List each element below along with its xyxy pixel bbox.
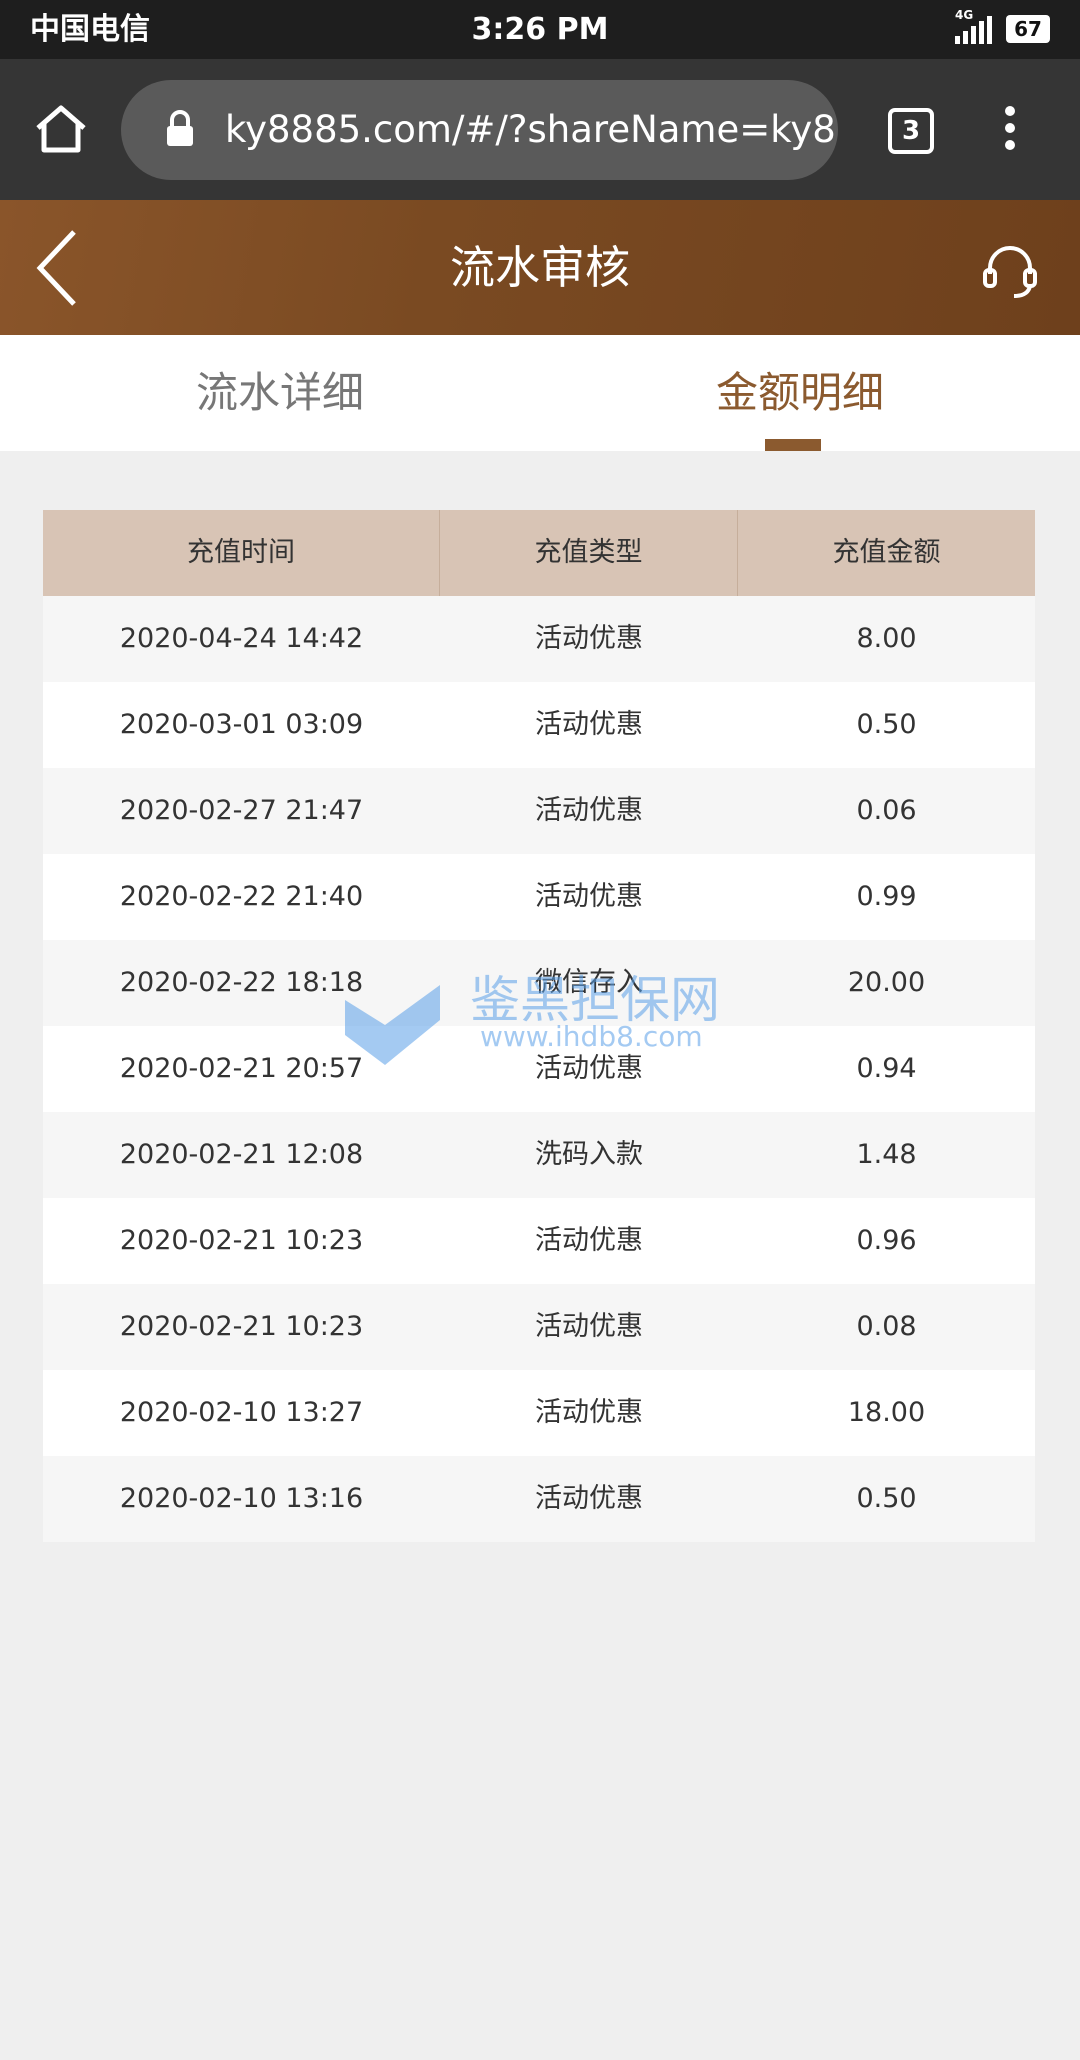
header-cell: 充值类型 bbox=[440, 510, 738, 596]
table-cell: 活动优惠 bbox=[535, 1483, 643, 1514]
table-row: 2020-04-24 14:42 活动优惠 8.00 bbox=[43, 596, 1035, 682]
tab-active[interactable]: 金额明细 bbox=[715, 368, 884, 417]
table-cell: 0.06 bbox=[856, 795, 917, 826]
table-cell: 0.50 bbox=[856, 1483, 917, 1514]
status-bar: 中国电信 3:26 PM 4G 67 bbox=[0, 0, 1080, 59]
table-cell: 活动优惠 bbox=[535, 881, 643, 912]
signal-icon bbox=[955, 16, 992, 44]
table-cell: 0.50 bbox=[856, 709, 917, 740]
table-cell: 活动优惠 bbox=[535, 795, 643, 826]
table-cell: 2020-02-10 13:16 bbox=[119, 1483, 364, 1514]
table-row: 2020-02-27 21:47 活动优惠 0.06 bbox=[43, 768, 1035, 854]
header-cell: 充值时间 bbox=[43, 510, 440, 596]
battery: 67 bbox=[1006, 15, 1050, 43]
table-row: 2020-03-01 03:09 活动优惠 0.50 bbox=[43, 682, 1035, 768]
menu-button[interactable] bbox=[1000, 105, 1020, 151]
table-cell: 0.96 bbox=[856, 1225, 917, 1256]
table-row: 2020-02-21 20:57 活动优惠 0.94 bbox=[43, 1026, 1035, 1112]
table-cell: 2020-02-21 10:23 bbox=[119, 1225, 364, 1256]
table-cell: 18.00 bbox=[847, 1397, 926, 1428]
table-cell: 2020-02-21 12:08 bbox=[119, 1139, 364, 1170]
lock-icon bbox=[167, 110, 193, 146]
table-cell: 2020-02-27 21:47 bbox=[119, 795, 364, 826]
table-cell: 2020-04-24 14:42 bbox=[119, 623, 364, 654]
header-cell: 充值金额 bbox=[832, 537, 941, 568]
table-row: 2020-02-21 10:23 活动优惠 0.96 bbox=[43, 1198, 1035, 1284]
table-row: 2020-02-22 18:18 微信存入 20.00 bbox=[43, 940, 1035, 1026]
table-row: 2020-02-22 21:40 活动优惠 0.99 bbox=[43, 854, 1035, 940]
table-cell: 活动优惠 bbox=[535, 623, 643, 654]
support-button[interactable] bbox=[980, 240, 1040, 300]
table-row: 2020-02-10 13:16 活动优惠 0.50 bbox=[43, 1456, 1035, 1542]
tab-bar: 流水详细 金额明细 bbox=[0, 335, 1080, 451]
table-cell: 2020-02-10 13:27 bbox=[119, 1397, 364, 1428]
carrier: 中国电信 bbox=[30, 12, 150, 47]
table-row: 2020-02-21 12:08 洗码入款 1.48 bbox=[43, 1112, 1035, 1198]
table-cell: 2020-02-22 21:40 bbox=[119, 881, 364, 912]
browser-bar: ky8885.com/#/?shareName=ky888 3 bbox=[0, 59, 1080, 200]
url-bar[interactable]: ky8885.com/#/?shareName=ky888 bbox=[121, 80, 838, 180]
table-cell: 活动优惠 bbox=[535, 1053, 643, 1084]
table-cell: 2020-02-22 18:18 bbox=[119, 967, 364, 998]
tab-count[interactable]: 3 bbox=[888, 108, 934, 154]
table-row: 2020-02-21 10:23 活动优惠 0.08 bbox=[43, 1284, 1035, 1370]
url: ky8885.com/#/?shareName=ky888 bbox=[225, 108, 838, 151]
table-cell: 0.94 bbox=[856, 1053, 917, 1084]
table-header: 充值时间 充值类型 充值金额 bbox=[43, 510, 1035, 596]
table-row: 2020-02-10 13:27 活动优惠 18.00 bbox=[43, 1370, 1035, 1456]
table-cell: 洗码入款 bbox=[535, 1139, 643, 1170]
home-button[interactable] bbox=[34, 104, 88, 154]
table-cell: 8.00 bbox=[856, 623, 917, 654]
table-cell: 活动优惠 bbox=[535, 1311, 643, 1342]
recharge-table: 充值时间 充值类型 充值金额 2020-04-24 14:42 活动优惠 8.00 2020… bbox=[43, 510, 1035, 1542]
network: 4G bbox=[955, 8, 974, 22]
tab-indicator bbox=[765, 439, 821, 451]
table-cell: 2020-02-21 20:57 bbox=[119, 1053, 364, 1084]
clock: 3:26 PM bbox=[471, 12, 609, 47]
tab[interactable]: 流水详细 bbox=[195, 368, 364, 417]
table-cell: 活动优惠 bbox=[535, 1225, 643, 1256]
table-cell: 0.99 bbox=[856, 881, 917, 912]
table-cell: 0.08 bbox=[856, 1311, 917, 1342]
table-cell: 2020-03-01 03:09 bbox=[119, 709, 364, 740]
table-cell: 活动优惠 bbox=[535, 1397, 643, 1428]
table-cell: 微信存入 bbox=[535, 967, 643, 998]
page-title: 流水审核 bbox=[449, 241, 630, 294]
table-cell: 活动优惠 bbox=[535, 709, 643, 740]
table-cell: 1.48 bbox=[856, 1139, 917, 1170]
table-cell: 2020-02-21 10:23 bbox=[119, 1311, 364, 1342]
page-header: 流水审核 bbox=[0, 200, 1080, 335]
back-button[interactable] bbox=[34, 228, 84, 308]
table-cell: 20.00 bbox=[847, 967, 926, 998]
